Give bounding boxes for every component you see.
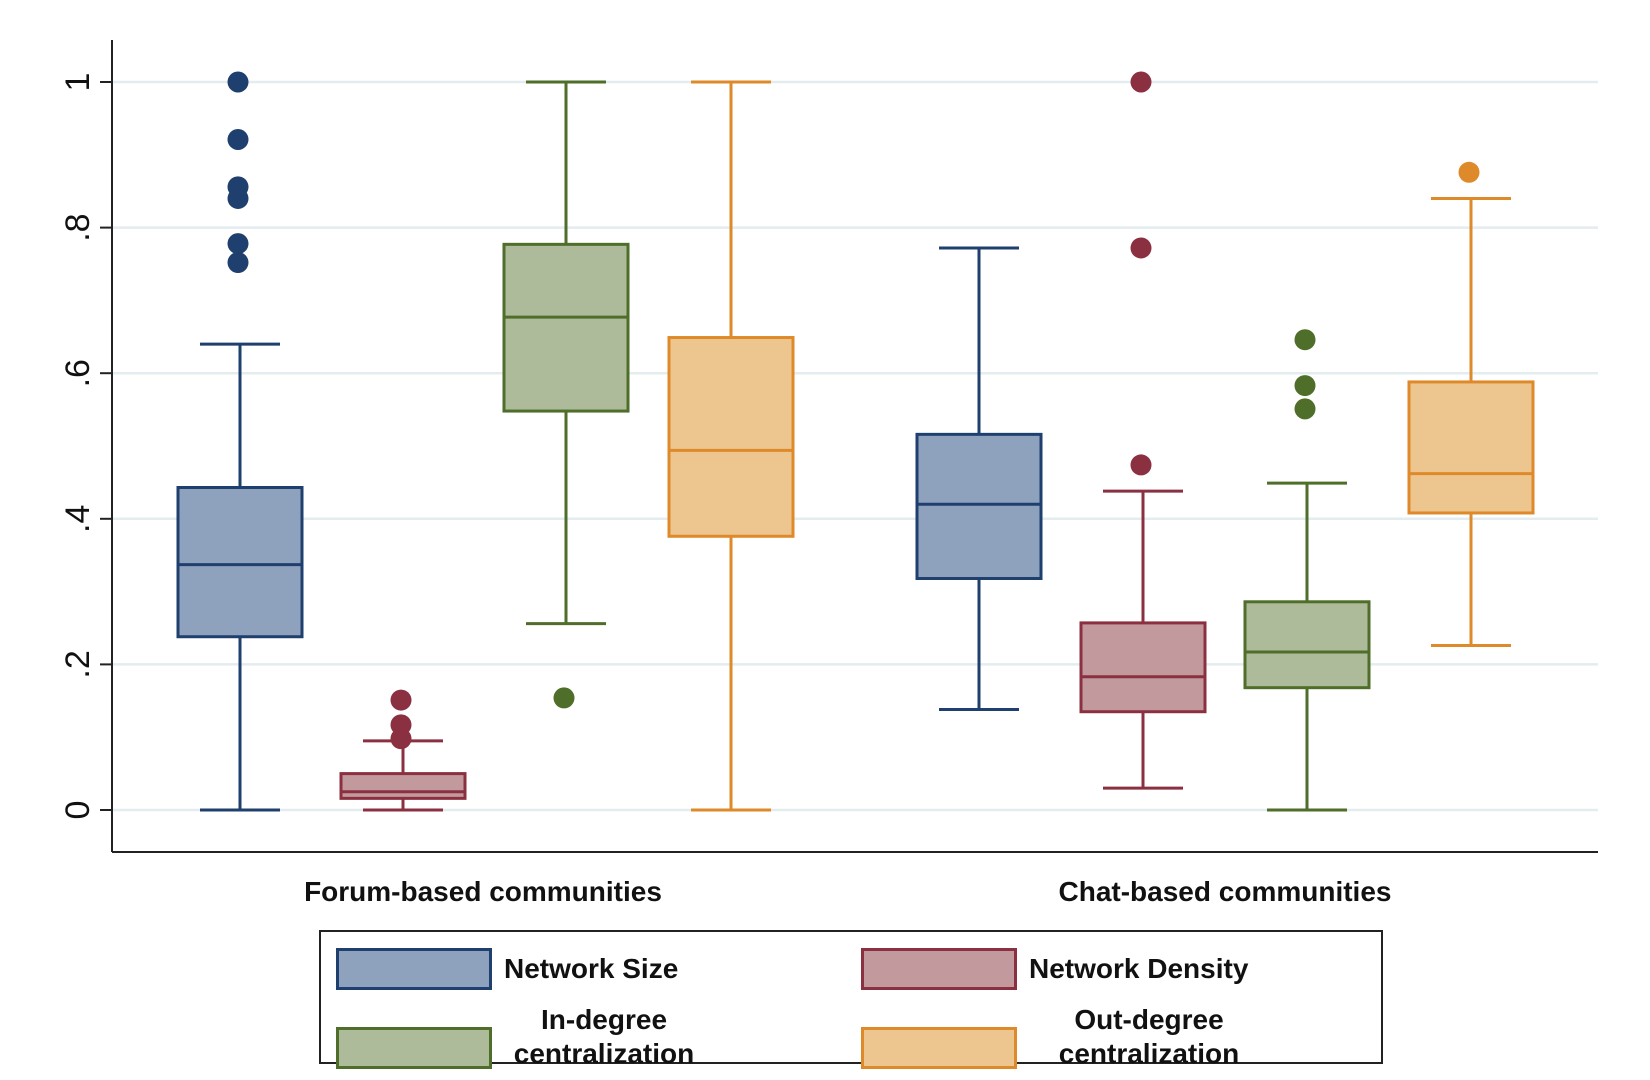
outlier-point (227, 233, 249, 255)
y-tick-label: 1 (59, 73, 97, 92)
legend-swatch (336, 948, 492, 990)
y-tick-label: .8 (59, 213, 97, 241)
outlier-point (227, 176, 249, 198)
outlier-point (1130, 454, 1152, 476)
outlier-point (1294, 398, 1316, 420)
legend-label: Network Density (1029, 953, 1249, 984)
outlier-point (390, 714, 412, 736)
legend-item: Out-degree centralization (861, 1003, 1269, 1071)
box-iqr (915, 432, 1043, 580)
outlier-point (1458, 161, 1480, 183)
y-tick-label: .4 (59, 505, 97, 533)
legend-item: Network Size (336, 948, 704, 990)
y-tick-label: .6 (59, 359, 97, 387)
outlier-point (1294, 375, 1316, 397)
legend-label: In-degree centralization (513, 1004, 695, 1069)
legend-label: Network Size (504, 953, 679, 984)
group-label-forum: Forum-based communities (304, 876, 662, 907)
y-tick-label: .2 (59, 650, 97, 678)
box-iqr (176, 485, 304, 639)
y-tick-label: 0 (59, 801, 97, 820)
box-iqr (502, 242, 630, 413)
outlier-point (390, 689, 412, 711)
box-iqr (1079, 621, 1207, 714)
legend-item: In-degree centralization (336, 1003, 704, 1071)
outlier-point (1294, 329, 1316, 351)
box-iqr (667, 336, 795, 538)
box-iqr (339, 772, 467, 800)
chart-legend: Network Size Network Density In-degree cent… (319, 930, 1383, 1069)
group-label-chat: Chat-based communities (1058, 876, 1392, 907)
box-iqr (1407, 380, 1535, 515)
outlier-point (227, 129, 249, 151)
box-iqr (1243, 600, 1371, 690)
outlier-point (553, 687, 575, 709)
legend-swatch (336, 1027, 492, 1069)
outlier-point (227, 71, 249, 93)
outlier-point (1130, 71, 1152, 93)
legend-swatch (861, 1027, 1017, 1069)
legend-label: Out-degree centralization (1058, 1004, 1240, 1069)
legend-item: Network Density (861, 948, 1269, 990)
outlier-point (1130, 237, 1152, 259)
plot-area (112, 40, 1598, 852)
outlier-point (227, 252, 249, 274)
legend-swatch (861, 948, 1017, 990)
